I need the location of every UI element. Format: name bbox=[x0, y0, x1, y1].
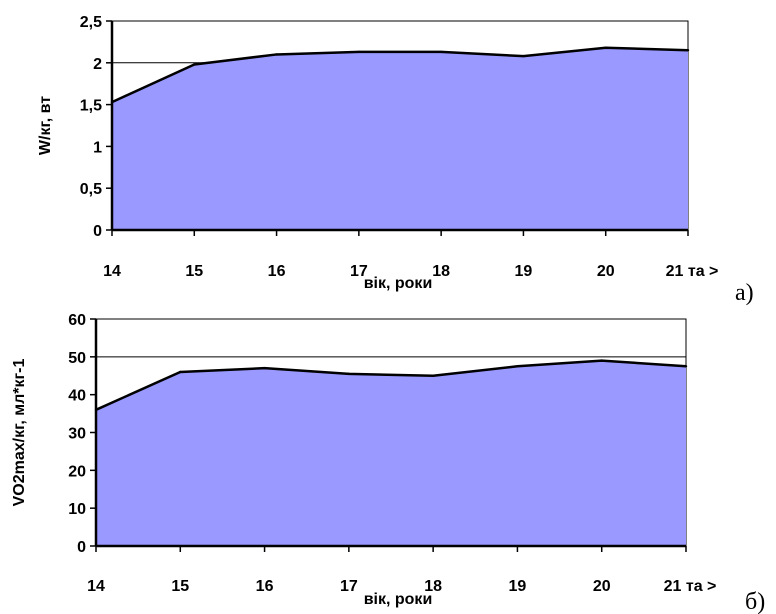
chart-1-x-tick-label: 21 та > bbox=[666, 263, 719, 280]
chart-2-data-point bbox=[347, 372, 351, 376]
chart-2-data-point bbox=[263, 366, 266, 370]
chart-2-x-tick-label: 18 bbox=[424, 578, 442, 595]
chart-1-x-tick-label: 14 bbox=[103, 263, 121, 280]
chart-2-area-fill bbox=[96, 360, 686, 546]
chart-2-x-tick-label: 17 bbox=[340, 578, 358, 595]
chart-2-series-line bbox=[95, 359, 687, 411]
chart-2-data-point bbox=[179, 370, 182, 374]
chart-1-panel-label: а) bbox=[735, 280, 754, 306]
chart-1-x-axis-title: вік, роки bbox=[364, 275, 433, 292]
chart-2-x-tick-label: 16 bbox=[256, 578, 274, 595]
chart-2-x-axis-title: вік, роки bbox=[364, 591, 433, 608]
chart-2-x-tick-label: 14 bbox=[87, 578, 105, 595]
chart-2-y-tick-label: 0 bbox=[77, 539, 86, 556]
chart-2-y-tick-label: 60 bbox=[68, 312, 86, 329]
chart-1-x-tick-label: 18 bbox=[432, 263, 450, 280]
chart-2-y-tick-label: 50 bbox=[68, 350, 86, 367]
chart-2-data-point bbox=[600, 359, 603, 362]
chart-2-x-tick-label: 21 та > bbox=[664, 578, 717, 595]
chart-1-x-tick-label: 16 bbox=[268, 263, 286, 280]
chart-2-x-tick-label: 15 bbox=[171, 578, 189, 595]
chart-1-data-point bbox=[275, 53, 278, 56]
chart-2-y-axis-title: VO2max/кг, мл*кг-1 bbox=[11, 359, 28, 507]
chart-1-y-axis-title: W/кг, вт bbox=[37, 96, 54, 155]
chart-2-y-tick-label: 40 bbox=[68, 388, 86, 405]
chart-1-x-tick-label: 17 bbox=[350, 263, 368, 280]
chart-1-y-tick-label: 0 bbox=[93, 223, 102, 240]
chart-2-x-tick-label: 20 bbox=[593, 578, 611, 595]
chart-1-y-tick-label: 2 bbox=[93, 56, 102, 73]
chart-2-x-tick-label: 19 bbox=[509, 578, 527, 595]
chart-2-y-tick-label: 20 bbox=[68, 463, 86, 480]
chart-1-x-tick-label: 20 bbox=[597, 263, 615, 280]
chart-2-data-point bbox=[516, 365, 519, 368]
chart-1-data-point bbox=[193, 63, 196, 66]
chart-2-data-point bbox=[684, 365, 688, 368]
chart-1-series-line bbox=[111, 46, 689, 104]
chart-1-data-point bbox=[604, 46, 607, 49]
chart-1-x-tick-label: 19 bbox=[515, 263, 533, 280]
chart-2-data-point bbox=[431, 374, 435, 377]
chart-1-data-point bbox=[357, 50, 361, 54]
chart-1-y-tick-label: 1 bbox=[93, 139, 102, 156]
chart-2-y-tick-label: 10 bbox=[68, 501, 86, 518]
chart-1-data-point bbox=[686, 49, 690, 52]
chart-1-y-tick-label: 2,5 bbox=[80, 14, 102, 31]
chart-1-y-tick-label: 1,5 bbox=[80, 98, 102, 115]
chart-1-data-point bbox=[439, 50, 443, 54]
chart-2-y-tick-label: 30 bbox=[68, 426, 86, 443]
chart-1-x-tick-label: 15 bbox=[185, 263, 203, 280]
chart-1-data-point bbox=[522, 54, 525, 58]
chart-2-panel-label: б) bbox=[745, 589, 765, 614]
chart-1-y-tick-label: 0,5 bbox=[80, 181, 102, 198]
chart-1-area-fill bbox=[112, 47, 688, 230]
